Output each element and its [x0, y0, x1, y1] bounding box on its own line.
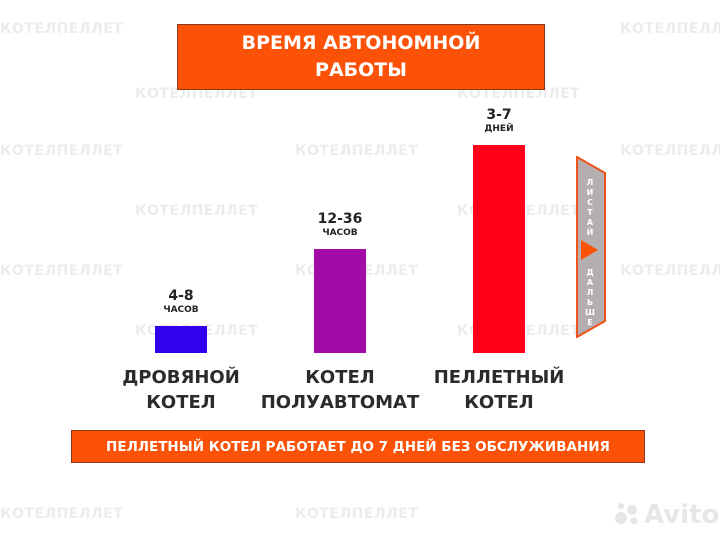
category-label-line: ДРОВЯНОЙ [122, 367, 240, 388]
play-arrow-icon [581, 240, 598, 260]
title-box: ВРЕМЯ АВТОНОМНОЙ РАБОТЫ [177, 24, 545, 90]
bar-1 [155, 325, 207, 353]
tab-letter: Л [586, 178, 594, 187]
tab-letter: Л [586, 288, 594, 297]
tab-letter: Ь [586, 298, 594, 307]
banner-text: ПЕЛЛЕТНЫЙ КОТЕЛ РАБОТАЕТ ДО 7 ДНЕЙ БЕЗ О… [106, 438, 610, 455]
category-label: ДРОВЯНОЙ КОТЕЛ [81, 365, 281, 415]
category-label-line: КОТЕЛ [464, 392, 534, 413]
watermark-text: КОТЕЛПЕЛЛЕТ [295, 506, 419, 522]
watermark-text: КОТЕЛПЕЛЛЕТ [457, 86, 581, 102]
value-range: 3-7 [486, 107, 512, 123]
tab-letter: А [586, 278, 594, 287]
watermark-text: КОТЕЛПЕЛЛЕТ [0, 263, 124, 279]
tab-letter: Т [587, 208, 593, 217]
category-label-line: ПОЛУАВТОМАТ [260, 392, 420, 413]
title-line-2: РАБОТЫ [315, 59, 407, 81]
tab-letter: Й [586, 228, 594, 237]
avito-logo: Avito [612, 500, 719, 530]
swipe-tab[interactable] [576, 156, 606, 338]
avito-logo-text: Avito [644, 500, 720, 530]
bar-3 [473, 145, 525, 353]
value-label: 4-8 ЧАСОВ [121, 288, 241, 316]
tab-letter: А [586, 218, 594, 227]
watermark-text: КОТЕЛПЕЛЛЕТ [0, 506, 124, 522]
watermark-text: КОТЕЛПЕЛЛЕТ [135, 203, 259, 219]
value-range: 4-8 [168, 287, 194, 304]
value-label: 3-7 ДНЕЙ [439, 107, 559, 135]
category-label-line: ПЕЛЛЕТНЫЙ [433, 367, 565, 388]
value-label: 12-36 ЧАСОВ [280, 211, 400, 239]
value-unit: ЧАСОВ [322, 228, 358, 238]
watermark-text: КОТЕЛПЕЛЛЕТ [0, 143, 124, 159]
bottom-banner: ПЕЛЛЕТНЫЙ КОТЕЛ РАБОТАЕТ ДО 7 ДНЕЙ БЕЗ О… [71, 430, 645, 463]
tab-letter: С [587, 198, 593, 207]
watermark-text: КОТЕЛПЕЛЛЕТ [620, 21, 720, 37]
watermark-text: КОТЕЛПЕЛЛЕТ [135, 86, 259, 102]
value-unit: ДНЕЙ [484, 124, 514, 134]
category-label: ПЕЛЛЕТНЫЙ КОТЕЛ [399, 365, 599, 415]
tab-letter: И [586, 188, 594, 197]
category-label-line: КОТЕЛ [305, 367, 375, 388]
watermark-text: КОТЕЛПЕЛЛЕТ [0, 21, 124, 37]
bar-2 [314, 249, 366, 353]
title-line-1: ВРЕМЯ АВТОНОМНОЙ [241, 32, 481, 54]
category-label: КОТЕЛ ПОЛУАВТОМАТ [240, 365, 440, 415]
watermark-text: КОТЕЛПЕЛЛЕТ [295, 143, 419, 159]
value-range: 12-36 [317, 211, 363, 227]
category-label-line: КОТЕЛ [146, 392, 216, 413]
value-unit: ЧАСОВ [163, 304, 199, 315]
watermark-text: КОТЕЛПЕЛЛЕТ [620, 143, 720, 159]
tab-letter: Д [586, 268, 594, 277]
watermark-text: КОТЕЛПЕЛЛЕТ [620, 263, 720, 279]
tab-letter: Е [587, 318, 593, 327]
tab-letter: Ш [585, 308, 595, 317]
